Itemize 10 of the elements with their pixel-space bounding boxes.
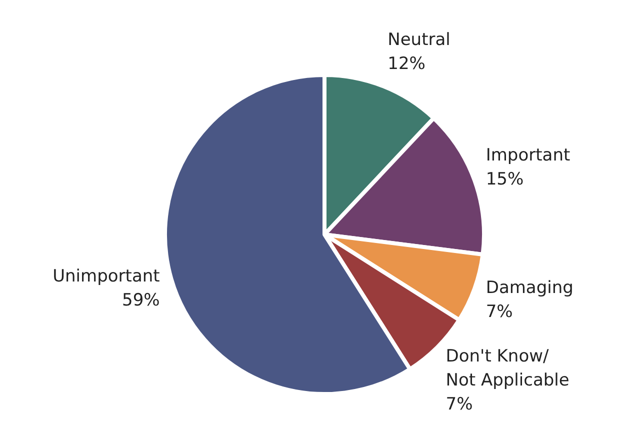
slice-label: Damaging [486,278,574,298]
data-label: 12% [388,54,426,74]
slice-label: Don't Know/ Not Applicable [446,346,570,391]
slice-label: Neutral [388,30,450,50]
data-label: 7% [446,394,473,415]
data-label: 15% [486,170,524,190]
slice-label: Important [486,146,570,166]
data-label: 59% [122,290,160,310]
data-label: 7% [486,302,513,322]
slice-label: Unimportant [52,266,160,286]
